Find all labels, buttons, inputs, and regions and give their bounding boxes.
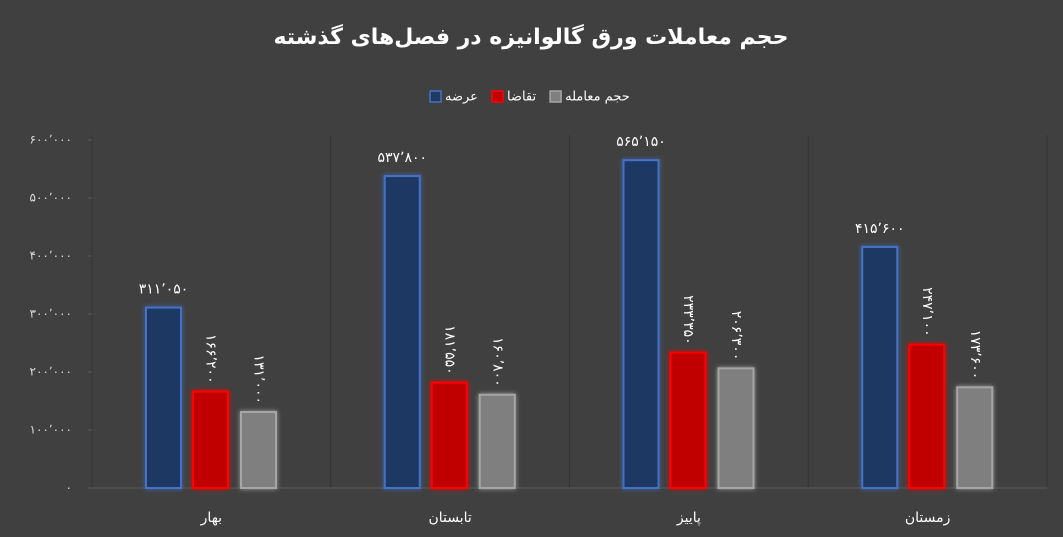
y-tick-label: ۳۰۰٬۰۰۰ — [30, 307, 73, 321]
value-label: ۵۳۷٬۸۰۰ — [377, 150, 427, 166]
value-label: ۵۶۵٬۱۵۰ — [616, 134, 666, 150]
legend-label: عرضه — [445, 90, 478, 105]
chart-title: حجم معاملات ورق گالوانیزه در فصل‌های گذش… — [273, 23, 788, 50]
value-label: ۲۴۷٬۱۰۰ — [919, 287, 935, 337]
y-tick-label: ۰ — [66, 481, 72, 495]
value-label: ۴۱۵٬۶۰۰ — [855, 221, 905, 237]
value-label: ۲۳۳٬۳۵۰ — [680, 295, 696, 345]
y-tick-label: ۲۰۰٬۰۰۰ — [30, 365, 73, 379]
legend-label: حجم معامله — [565, 90, 630, 105]
y-tick-label: ۴۰۰٬۰۰۰ — [30, 249, 73, 263]
value-label: ۱۶۶٬۲۰۰ — [203, 334, 219, 384]
bar — [717, 367, 755, 490]
bar — [430, 381, 468, 489]
x-tick-label: تابستان — [428, 510, 471, 526]
legend-swatch — [429, 90, 442, 103]
value-label: ۱۶۰٬۸۰۰ — [489, 337, 505, 387]
bar — [240, 411, 277, 489]
bar — [622, 159, 660, 489]
x-tick-label: بهار — [200, 510, 222, 526]
bar — [145, 306, 182, 489]
x-tick-label: پاییز — [676, 510, 701, 526]
bar — [192, 390, 229, 490]
legend-swatch — [549, 90, 562, 103]
bar — [908, 343, 946, 489]
bar — [478, 393, 516, 489]
y-tick-label: ۱۰۰٬۰۰۰ — [30, 423, 73, 437]
bar — [383, 175, 421, 490]
bar — [669, 351, 707, 490]
legend-swatch — [491, 90, 504, 103]
value-label: ۳۱۱٬۰۵۰ — [139, 282, 189, 298]
x-tick-label: زمستان — [905, 510, 951, 526]
value-label: ۱۸۱٬۵۵۰ — [441, 325, 457, 375]
legend-label: تقاضا — [507, 90, 537, 105]
bar — [861, 245, 899, 489]
value-label: ۱۳۱٬۰۰۰ — [251, 354, 267, 404]
value-label: ۲۰۶٬۳۰۰ — [728, 311, 744, 361]
y-tick-label: ۵۰۰٬۰۰۰ — [30, 191, 73, 205]
bar — [956, 386, 994, 490]
value-label: ۱۷۳٬۶۰۰ — [967, 330, 983, 380]
y-tick-label: ۶۰۰٬۰۰۰ — [30, 133, 73, 147]
